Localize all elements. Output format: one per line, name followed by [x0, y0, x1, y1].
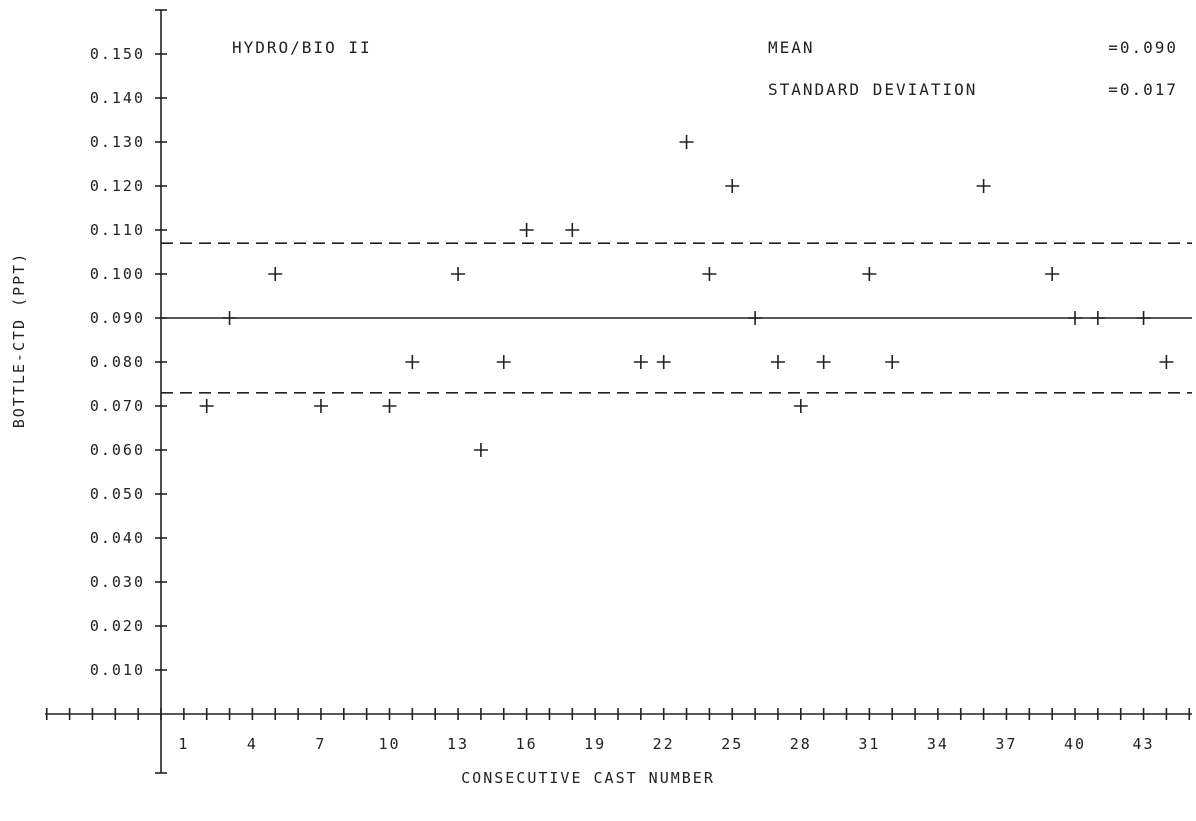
- x-tick-label: 31: [858, 735, 880, 753]
- x-tick-label: 4: [247, 735, 258, 753]
- y-axis-title: BOTTLE-CTD (PPT): [10, 252, 28, 429]
- y-tick-label: 0.130: [90, 133, 145, 151]
- y-tick-label: 0.140: [90, 89, 145, 107]
- axes: 1 4 7 10 13 16 19 22 25 28 31 34 37 40 43 0.010 0.020 0.0…: [45, 9, 1192, 774]
- data-point: [382, 399, 397, 413]
- y-tick-label: 0.030: [90, 573, 145, 591]
- x-tick-label: 22: [653, 735, 675, 753]
- x-tick-label: 7: [315, 735, 326, 753]
- data-point: [451, 267, 466, 281]
- data-point: [862, 267, 877, 281]
- sd-value: =0.017: [1108, 80, 1178, 99]
- data-point: [519, 223, 534, 237]
- data-point: [1045, 267, 1060, 281]
- x-tick-label: 28: [790, 735, 812, 753]
- data-point: [725, 179, 740, 193]
- data-point: [496, 355, 511, 369]
- x-tick-label: 1: [178, 735, 189, 753]
- data-point: [976, 179, 991, 193]
- y-tick-label: 0.010: [90, 661, 145, 679]
- y-tick-label: 0.050: [90, 485, 145, 503]
- x-tick-label: 43: [1133, 735, 1155, 753]
- data-point: [1068, 311, 1082, 325]
- y-tick-label: 0.120: [90, 177, 145, 195]
- y-tick-label: 0.070: [90, 397, 145, 415]
- sd-label: STANDARD DEVIATION: [768, 80, 977, 99]
- data-point: [633, 355, 648, 369]
- data-point: [199, 399, 214, 413]
- data-point: [1159, 355, 1174, 369]
- data-point: [793, 399, 808, 413]
- data-point: [1090, 311, 1105, 325]
- x-tick-label: 13: [447, 735, 469, 753]
- y-tick-label: 0.060: [90, 441, 145, 459]
- y-tick-label: 0.100: [90, 265, 145, 283]
- data-point: [1136, 311, 1151, 325]
- data-point: [816, 355, 831, 369]
- data-point: [679, 135, 694, 149]
- data-point: [405, 355, 420, 369]
- x-tick-label: 25: [721, 735, 743, 753]
- x-tick-label: 34: [927, 735, 949, 753]
- mean-value: =0.090: [1108, 38, 1178, 57]
- data-point: [885, 355, 900, 369]
- x-tick-label: 40: [1064, 735, 1086, 753]
- y-tick-label: 0.080: [90, 353, 145, 371]
- x-tick-label: 37: [995, 735, 1017, 753]
- data-point: [770, 355, 785, 369]
- data-point: [565, 223, 580, 237]
- chart-text: HYDRO/BIO II MEAN =0.090 STANDARD DEVIAT…: [10, 38, 1178, 787]
- y-tick-label: 0.020: [90, 617, 145, 635]
- mean-label: MEAN: [768, 38, 815, 57]
- y-tick-label: 0.150: [90, 45, 145, 63]
- y-tick-label: 0.040: [90, 529, 145, 547]
- reference-lines: [161, 242, 1192, 394]
- data-points: [199, 135, 1174, 457]
- data-point: [222, 311, 237, 325]
- data-point: [313, 399, 328, 413]
- x-tick-label: 19: [584, 735, 606, 753]
- x-tick-label: 10: [378, 735, 400, 753]
- chart-title: HYDRO/BIO II: [232, 38, 372, 57]
- data-point: [656, 355, 671, 369]
- x-axis-title: CONSECUTIVE CAST NUMBER: [461, 769, 715, 787]
- data-point: [473, 443, 488, 457]
- data-point: [702, 267, 717, 281]
- y-tick-label: 0.110: [90, 221, 145, 239]
- y-tick-label: 0.090: [90, 309, 145, 327]
- data-point: [748, 311, 763, 325]
- x-tick-label: 16: [516, 735, 538, 753]
- data-point: [268, 267, 283, 281]
